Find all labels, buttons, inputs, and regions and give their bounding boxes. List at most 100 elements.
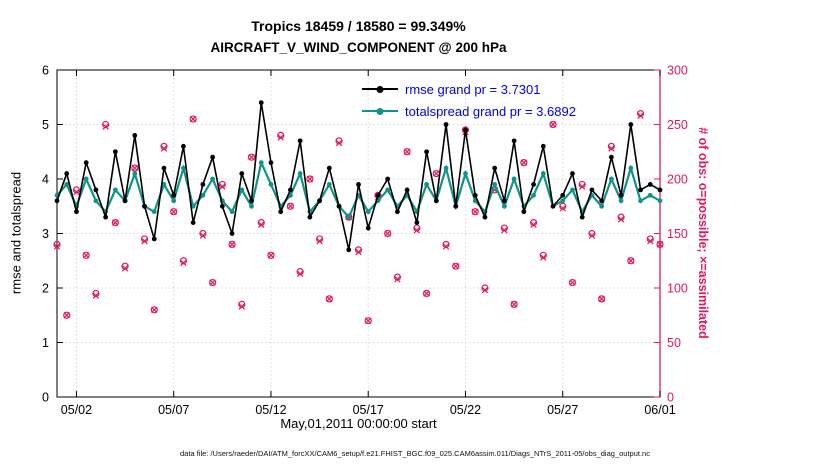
legend-marker-dot [376, 107, 384, 115]
rmse-marker [463, 127, 468, 133]
totalspread-marker [501, 203, 507, 209]
rmse-marker [443, 122, 449, 127]
rmse-marker [385, 176, 391, 182]
assimilated-obs-marker [53, 243, 61, 250]
assimilated-obs-marker [530, 221, 537, 229]
rmse-marker [346, 247, 352, 253]
possible-obs-marker [111, 219, 119, 227]
rmse-marker [550, 203, 556, 209]
assimilated-obs-marker [141, 237, 148, 245]
totalspread-marker [268, 182, 274, 187]
rmse-marker [501, 198, 507, 204]
rmse-marker [307, 214, 313, 220]
totalspread-marker [171, 198, 177, 204]
y-left-tick-label: 0 [42, 390, 49, 404]
assimilated-obs-marker [63, 312, 70, 319]
totalspread-marker [463, 171, 468, 176]
possible-obs-marker [325, 295, 333, 303]
rmse-marker [472, 192, 478, 198]
y-right-tick-label: 150 [667, 227, 688, 241]
y-left-tick-label: 2 [42, 281, 49, 295]
y-left-tick-label: 1 [42, 336, 49, 350]
assimilated-obs-marker [394, 276, 401, 283]
totalspread-marker [161, 182, 167, 187]
legend-label: totalspread grand pr = 3.6892 [405, 103, 576, 119]
assimilated-obs-marker [189, 115, 197, 123]
rmse-marker [239, 171, 245, 176]
rmse-marker [142, 203, 147, 209]
assimilated-obs-marker [277, 134, 284, 141]
assimilated-obs-marker [588, 232, 596, 239]
totalspread-marker [112, 187, 118, 193]
totalspread-marker [424, 182, 429, 187]
rmse-marker [599, 198, 605, 204]
rmse-marker [219, 203, 225, 209]
rmse-marker [190, 220, 196, 226]
assimilated-obs-marker [248, 153, 255, 161]
rmse-marker [112, 149, 118, 155]
assimilated-obs-marker [112, 219, 119, 226]
rmse-marker [560, 192, 566, 198]
assimilated-obs-marker [82, 252, 90, 259]
totalspread-marker [83, 176, 89, 182]
possible-obs-marker [306, 175, 314, 183]
assimilated-obs-marker [365, 317, 372, 324]
rmse-marker [433, 198, 439, 204]
x-tick-label: 05/07 [158, 403, 189, 417]
assimilated-obs-marker [637, 112, 644, 120]
totalspread-marker [249, 203, 254, 209]
totalspread-marker [618, 198, 624, 204]
rmse-marker [200, 182, 206, 187]
assimilated-obs-marker [306, 175, 314, 183]
x-axis-label: May,01,2011 00:00:00 start [280, 416, 437, 431]
x-tick-label: 05/17 [353, 403, 384, 417]
totalspread-marker [599, 203, 605, 209]
totalspread-marker [657, 198, 663, 204]
assimilated-obs-marker [510, 301, 518, 308]
rmse-marker [365, 225, 371, 231]
x-tick-label: 05/22 [450, 403, 481, 417]
y-right-tick-label: 200 [667, 172, 688, 186]
legend-line-sample [362, 85, 398, 93]
possible-obs-marker [82, 251, 90, 259]
rmse-marker [395, 209, 400, 215]
assimilated-obs-marker [423, 290, 430, 297]
rmse-marker [579, 214, 585, 220]
rmse-marker [210, 154, 216, 160]
rmse-marker [638, 187, 643, 193]
assimilated-obs-marker [598, 295, 605, 303]
assimilated-obs-marker [452, 262, 459, 270]
assimilated-obs-marker [267, 252, 275, 259]
rmse-marker [336, 203, 342, 209]
rmse-marker [540, 143, 546, 149]
assimilated-obs-marker [384, 230, 391, 237]
assimilated-obs-marker [296, 270, 304, 278]
totalspread-marker [628, 165, 634, 171]
rmse-marker [628, 122, 634, 127]
assimilated-obs-marker [433, 170, 440, 177]
assimilated-obs-marker [160, 145, 168, 152]
rmse-marker [482, 214, 488, 220]
totalspread-marker [200, 192, 206, 198]
rmse-marker [531, 182, 536, 187]
rmse-marker [83, 160, 89, 166]
possible-obs-marker [267, 251, 275, 259]
rmse-marker [103, 214, 109, 220]
assimilated-obs-marker [627, 257, 635, 264]
rmse-marker [229, 231, 235, 236]
possible-obs-marker [345, 213, 353, 221]
totalspread-marker [326, 182, 332, 187]
possible-obs-marker [549, 120, 557, 129]
totalspread-marker [385, 187, 391, 193]
rmse-marker [375, 192, 381, 198]
totalspread-marker [443, 165, 449, 171]
y-right-tick-label: 0 [667, 390, 674, 404]
legend-marker-dot [376, 85, 384, 93]
assimilated-obs-marker [170, 208, 177, 215]
rmse-marker [453, 203, 459, 209]
assimilated-obs-marker [481, 286, 489, 294]
rmse-marker [249, 198, 254, 204]
possible-obs-marker [510, 300, 518, 308]
possible-obs-marker [384, 229, 392, 238]
